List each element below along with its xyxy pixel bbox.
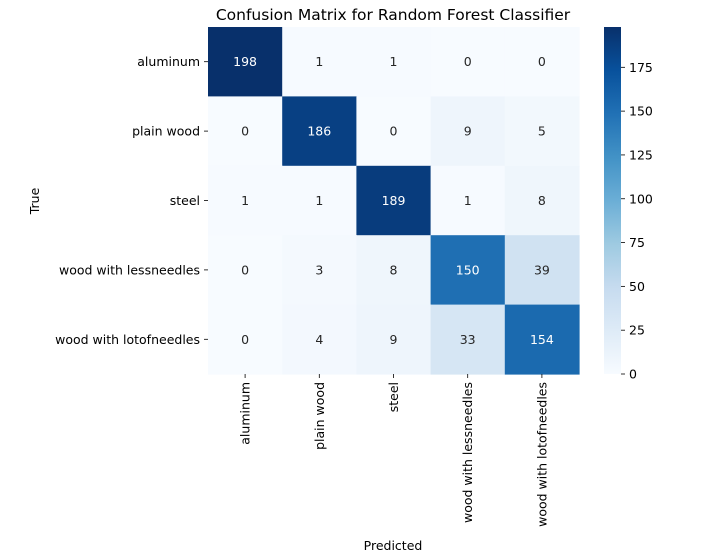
- colorbar-tick-label: 50: [629, 279, 645, 294]
- heatmap-cell: [430, 304, 506, 375]
- heatmap-cell: [356, 165, 432, 236]
- y-tick-label: plain wood: [132, 124, 200, 139]
- cell-value-label: 198: [233, 54, 257, 69]
- cell-value-label: 189: [382, 193, 406, 208]
- y-tick-label: aluminum: [137, 54, 200, 69]
- cell-value-label: 9: [390, 332, 398, 347]
- heatmap-cell: [430, 165, 506, 236]
- heatmap-cell: [430, 96, 506, 167]
- heatmap-cell: [356, 27, 432, 97]
- x-tick-label: wood with lessneedles: [460, 382, 475, 523]
- x-tick-label: steel: [386, 382, 401, 412]
- heatmap-cell: [282, 304, 357, 375]
- cell-value-label: 0: [241, 332, 249, 347]
- cell-value-label: 1: [241, 193, 249, 208]
- colorbar-tick-label: 0: [629, 367, 637, 382]
- heatmap-cell: [504, 27, 580, 97]
- heatmap-cell: [282, 235, 357, 306]
- y-tick-label: wood with lessneedles: [59, 262, 200, 277]
- heatmap-cell: [504, 165, 580, 236]
- cell-value-label: 8: [538, 193, 546, 208]
- cell-value-label: 3: [315, 262, 323, 277]
- cell-value-label: 186: [307, 124, 331, 139]
- heatmap-cell: [356, 304, 432, 375]
- x-tick-label: wood with lotofneedles: [534, 382, 549, 527]
- cell-value-label: 9: [464, 124, 472, 139]
- heatmap-cell: [504, 235, 580, 306]
- heatmap-cell: [282, 165, 357, 236]
- cell-value-label: 150: [456, 262, 480, 277]
- heatmap-cell: [504, 304, 580, 375]
- heatmap-cell: [356, 235, 432, 306]
- cell-value-label: 0: [241, 262, 249, 277]
- colorbar: 0 25 50 75 100 125 150 175: [604, 27, 653, 382]
- colorbar-tick-label: 75: [629, 235, 645, 250]
- heatmap-cell: [208, 165, 283, 236]
- cell-value-label: 0: [390, 124, 398, 139]
- heatmap-cell: [208, 27, 283, 97]
- heatmap-cell: [208, 304, 283, 375]
- colorbar-tick-label: 175: [629, 60, 653, 75]
- cell-value-label: 0: [241, 124, 249, 139]
- cell-value-label: 8: [390, 262, 398, 277]
- heatmap-cell: [208, 96, 283, 167]
- heatmap-cell: [504, 96, 580, 167]
- colorbar-tick-label: 25: [629, 323, 645, 338]
- colorbar-tick-label: 150: [629, 104, 653, 119]
- heatmap-cell: [208, 235, 283, 306]
- x-tick-label: aluminum: [238, 382, 253, 445]
- y-axis-title: True: [27, 187, 42, 215]
- heatmap-cell: [282, 27, 357, 97]
- y-axis: aluminum plain wood steel wood with lessnee…: [55, 54, 208, 347]
- colorbar-tick-label: 100: [629, 191, 653, 206]
- x-axis-title: Predicted: [364, 538, 423, 553]
- cell-value-label: 4: [315, 332, 323, 347]
- cell-value-label: 1: [315, 193, 323, 208]
- cell-value-label: 5: [538, 124, 546, 139]
- colorbar-tick-label: 125: [629, 147, 653, 162]
- heatmap-cell: [282, 96, 357, 167]
- x-tick-label: plain wood: [312, 382, 327, 450]
- heatmap-cells: [208, 27, 580, 375]
- cell-value-label: 0: [538, 54, 546, 69]
- y-tick-label: wood with lotofneedles: [55, 332, 200, 347]
- y-tick-label: steel: [170, 193, 200, 208]
- heatmap-cell: [356, 96, 432, 167]
- cell-value-label: 154: [530, 332, 554, 347]
- colorbar-gradient: [604, 27, 621, 374]
- x-axis: aluminum plain wood steel wood with lessnee…: [238, 374, 549, 527]
- cell-value-label: 1: [315, 54, 323, 69]
- cell-value-label: 33: [460, 332, 476, 347]
- cell-value-label: 39: [534, 262, 550, 277]
- chart-title: Confusion Matrix for Random Forest Class…: [216, 6, 571, 24]
- heatmap-cell: [430, 27, 506, 97]
- cell-value-label: 1: [390, 54, 398, 69]
- cell-value-label: 0: [464, 54, 472, 69]
- cell-value-label: 1: [464, 193, 472, 208]
- heatmap-cell-labels: 198 1 1 0 0 0 186 0 9 5 1 1 189 1 8 0 3 8 150 39 0 4 9 33 154: [233, 54, 554, 347]
- heatmap-cell: [430, 235, 506, 306]
